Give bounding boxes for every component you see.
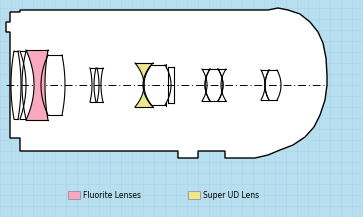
Polygon shape [26,50,48,120]
Polygon shape [135,63,153,107]
Text: Fluorite Lenses: Fluorite Lenses [83,191,141,199]
Bar [68,191,80,199]
Text: Super UD Lens: Super UD Lens [203,191,259,199]
Bar [188,191,200,199]
Polygon shape [6,8,327,158]
